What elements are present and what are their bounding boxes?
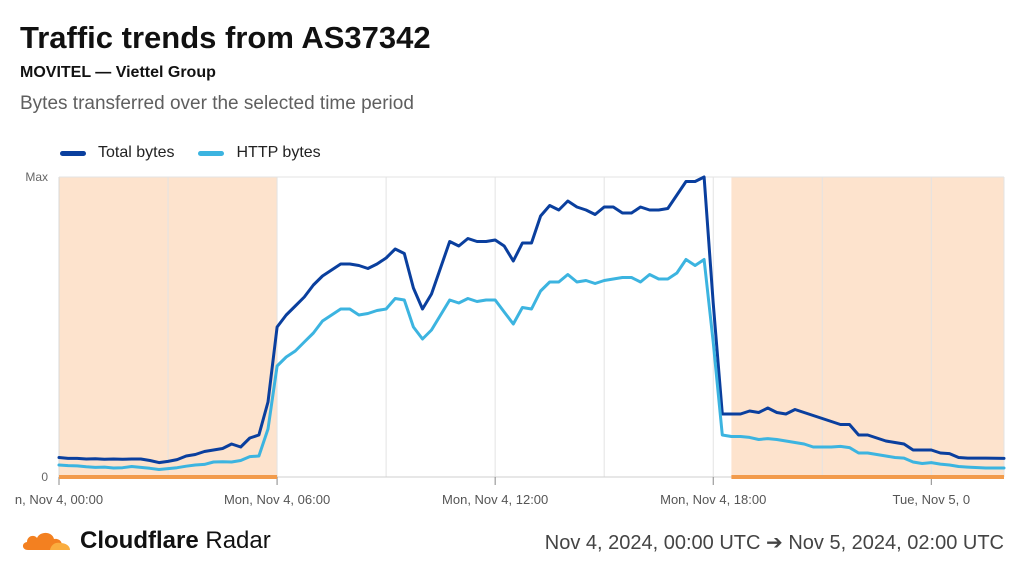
legend-swatch-total-bytes — [60, 150, 86, 156]
x-tick-label-4: Tue, Nov 5, 0 — [893, 492, 971, 507]
brand-name: Cloudflare Radar — [80, 527, 271, 555]
y-tick-label-0: 0 — [41, 470, 48, 484]
date-range: Nov 4, 2024, 00:00 UTC ➔ Nov 5, 2024, 02… — [544, 532, 1004, 554]
x-tick-label-3: Mon, Nov 4, 18:00 — [660, 492, 766, 507]
legend-label-http-bytes: HTTP bytes — [236, 144, 321, 161]
series-line-http-bytes — [57, 258, 1006, 471]
series-line-total-bytes — [57, 175, 1006, 465]
chart-description: Bytes transferred over the selected time… — [20, 93, 414, 114]
x-tick-label-2: Mon, Nov 4, 12:00 — [442, 492, 548, 507]
brand-name-light: Radar — [205, 527, 271, 554]
x-tick-label-1: Mon, Nov 4, 06:00 — [224, 492, 330, 507]
x-tick-label-0: n, Nov 4, 00:00 — [15, 492, 103, 507]
legend-label-total-bytes: Total bytes — [98, 144, 175, 161]
legend-swatch-http-bytes — [198, 150, 225, 156]
cloudflare-cloud-icon — [22, 532, 70, 552]
brand-name-bold: Cloudflare — [80, 527, 199, 554]
cloudflare-radar-logo: Cloudflare Radar — [20, 527, 271, 555]
page-subtitle: MOVITEL — Viettel Group — [20, 64, 216, 81]
y-tick-label-1: Max — [25, 170, 48, 184]
legend-item-total-bytes[interactable]: Total bytes — [60, 144, 174, 162]
legend-item-http-bytes[interactable]: HTTP bytes — [198, 144, 321, 162]
traffic-chart: 0 Max n, Nov 4, 00:00 Mon, Nov 4, 06:00 Mon,… — [15, 170, 1006, 507]
page-title: Traffic trends from AS37342 — [20, 20, 431, 55]
night-band-1 — [731, 177, 1004, 477]
chart-legend: Total bytes HTTP bytes — [60, 144, 345, 162]
